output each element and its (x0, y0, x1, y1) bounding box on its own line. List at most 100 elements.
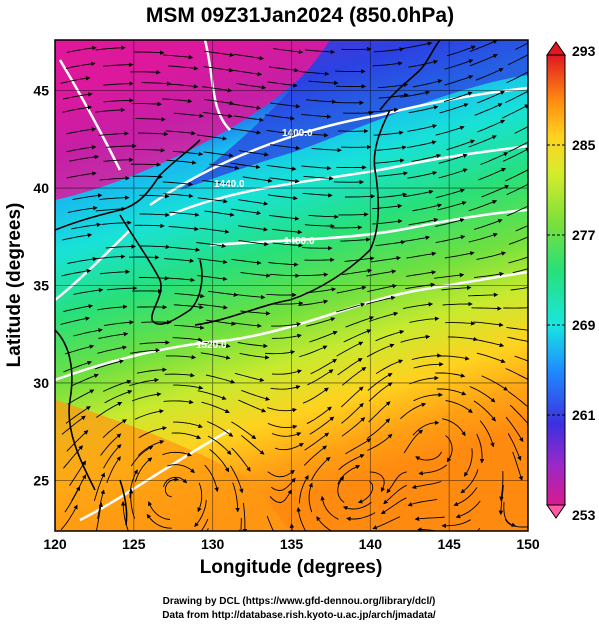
streamline (169, 246, 201, 252)
streamline (103, 320, 134, 326)
streamline (67, 389, 95, 405)
streamline (103, 157, 134, 163)
streamline (406, 270, 437, 277)
streamline (415, 451, 442, 461)
contour-label-1400: 1400.0 (282, 128, 313, 139)
credit-line-2: Data from http://database.rish.kyoto-u.a… (162, 610, 436, 621)
streamline (64, 344, 95, 355)
streamline (266, 129, 297, 137)
streamline (527, 530, 528, 531)
streamline (473, 271, 504, 279)
x-tick-label: 120 (43, 536, 67, 552)
streamline (173, 304, 204, 310)
streamline (343, 110, 374, 116)
streamline (411, 153, 442, 162)
streamline (333, 100, 364, 106)
streamline (441, 519, 471, 529)
streamline (445, 321, 476, 326)
streamline (232, 482, 240, 513)
streamline (505, 167, 528, 182)
streamline (203, 66, 234, 73)
contour-label-1520: 1520.0 (196, 340, 227, 351)
streamline (163, 193, 194, 199)
streamline (370, 255, 401, 263)
streamline (298, 299, 329, 306)
streamline (380, 497, 407, 515)
streamline (340, 237, 371, 242)
contour-1440 (169, 144, 528, 217)
streamline (408, 59, 439, 68)
streamline (241, 389, 271, 401)
streamline (378, 93, 409, 99)
streamline (503, 501, 517, 527)
streamline (503, 147, 528, 162)
streamline (64, 486, 81, 513)
streamline (141, 81, 172, 86)
streamline (407, 170, 438, 179)
colorbar: 293 285 277 269 261 253 (546, 41, 596, 523)
streamline (302, 245, 333, 251)
streamline (400, 334, 431, 343)
streamline (268, 262, 299, 267)
streamline (469, 54, 498, 67)
streamline (174, 293, 205, 299)
streamline (435, 372, 466, 378)
streamline (163, 54, 194, 60)
streamline (266, 515, 274, 531)
streamline (277, 523, 295, 531)
streamline (409, 375, 439, 385)
streamline (403, 429, 424, 454)
streamline (239, 352, 270, 360)
streamline (200, 341, 231, 348)
streamline (139, 340, 170, 345)
streamline (342, 366, 367, 386)
streamline (344, 194, 376, 199)
contour-1520 (55, 270, 528, 382)
streamline (377, 82, 409, 89)
streamline (164, 372, 195, 378)
streamline (63, 304, 94, 313)
streamline (418, 464, 448, 476)
y-tick-labels: 25 30 35 40 45 (33, 83, 49, 489)
streamline (104, 389, 133, 404)
streamline (463, 448, 473, 477)
streamline (238, 150, 269, 157)
x-tick-label: 140 (359, 536, 383, 552)
streamline (136, 367, 167, 374)
streamline (403, 302, 434, 309)
streamline (72, 193, 103, 201)
streamline (302, 387, 329, 404)
streamline (73, 287, 104, 295)
streamline (95, 45, 126, 51)
streamline (101, 220, 132, 225)
streamline (447, 336, 478, 342)
streamline (514, 355, 528, 362)
streamline (373, 130, 404, 136)
streamline (164, 258, 195, 263)
colorbar-gradient (546, 54, 566, 506)
streamline (235, 293, 266, 300)
streamline (308, 482, 313, 513)
streamline (506, 326, 528, 331)
streamline (98, 131, 129, 136)
streamline (512, 268, 528, 274)
streamline (197, 134, 228, 141)
streamline (103, 379, 132, 392)
streamline (103, 62, 134, 67)
streamline (373, 47, 404, 53)
streamline (171, 432, 202, 440)
streamline (238, 529, 240, 531)
streamline (474, 103, 503, 116)
streamline (309, 416, 335, 435)
streamline (69, 460, 87, 487)
streamline (298, 132, 329, 138)
streamline (166, 159, 197, 165)
streamline (203, 151, 234, 158)
streamline (231, 103, 262, 110)
streamline (69, 154, 100, 162)
streamline (375, 329, 405, 342)
streamline (303, 175, 334, 181)
streamline (400, 402, 427, 420)
streamline (207, 435, 232, 455)
streamline (478, 167, 507, 181)
